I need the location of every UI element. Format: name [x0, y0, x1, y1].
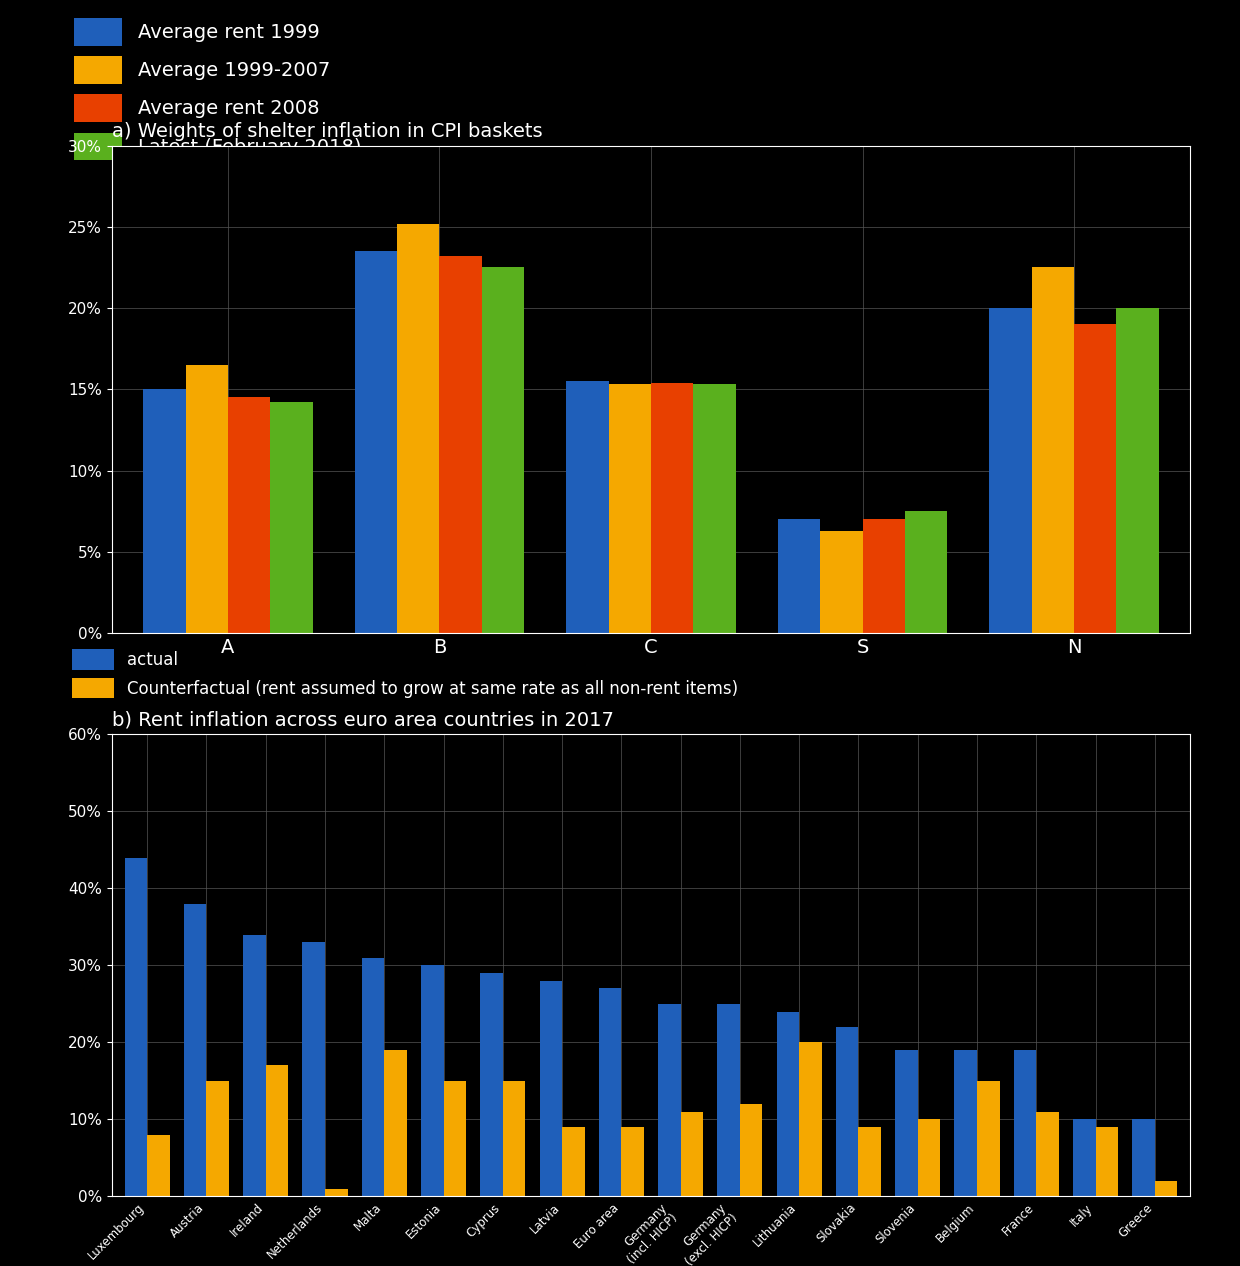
Bar — [362, 957, 384, 1196]
Legend: actual, Counterfactual (rent assumed to grow at same rate as all non-rent items): actual, Counterfactual (rent assumed to … — [71, 648, 740, 700]
Bar — [820, 530, 863, 633]
Bar — [681, 1112, 703, 1196]
Bar — [265, 1066, 288, 1196]
Bar — [562, 1127, 584, 1196]
Bar — [148, 1134, 170, 1196]
Bar — [539, 981, 562, 1196]
Bar — [836, 1027, 858, 1196]
Text: a) Weights of shelter inflation in CPI baskets: a) Weights of shelter inflation in CPI b… — [112, 123, 542, 142]
Bar — [243, 934, 265, 1196]
Bar — [1074, 324, 1116, 633]
Bar — [955, 1050, 977, 1196]
Bar — [397, 224, 439, 633]
Bar — [621, 1127, 644, 1196]
Bar — [658, 1004, 681, 1196]
Bar — [186, 365, 228, 633]
Bar — [355, 251, 397, 633]
Bar — [480, 974, 502, 1196]
Bar — [422, 965, 444, 1196]
Bar — [990, 308, 1032, 633]
Legend: Average rent 1999, Average 1999-2007, Average rent 2008, Latest (February 2018): Average rent 1999, Average 1999-2007, Av… — [72, 16, 363, 162]
Bar — [977, 1081, 999, 1196]
Bar — [740, 1104, 763, 1196]
Bar — [776, 1012, 800, 1196]
Bar — [651, 382, 693, 633]
Bar — [863, 519, 905, 633]
Bar — [125, 857, 148, 1196]
Text: b) Rent inflation across euro area countries in 2017: b) Rent inflation across euro area count… — [112, 711, 614, 730]
Bar — [1096, 1127, 1118, 1196]
Bar — [693, 385, 735, 633]
Bar — [1073, 1119, 1096, 1196]
Bar — [206, 1081, 229, 1196]
Bar — [858, 1127, 880, 1196]
Bar — [384, 1050, 407, 1196]
Bar — [718, 1004, 740, 1196]
Bar — [1032, 267, 1074, 633]
Bar — [905, 511, 947, 633]
Bar — [777, 519, 820, 633]
Bar — [1014, 1050, 1037, 1196]
Bar — [1037, 1112, 1059, 1196]
Bar — [270, 403, 312, 633]
Bar — [482, 267, 525, 633]
Bar — [144, 390, 186, 633]
Bar — [599, 989, 621, 1196]
Bar — [325, 1189, 347, 1196]
Bar — [895, 1050, 918, 1196]
Bar — [1154, 1181, 1177, 1196]
Bar — [567, 381, 609, 633]
Bar — [228, 398, 270, 633]
Bar — [184, 904, 206, 1196]
Bar — [1132, 1119, 1154, 1196]
Bar — [444, 1081, 466, 1196]
Bar — [439, 256, 482, 633]
Bar — [609, 385, 651, 633]
Bar — [502, 1081, 526, 1196]
Bar — [303, 942, 325, 1196]
Bar — [918, 1119, 940, 1196]
Bar — [1116, 308, 1158, 633]
Bar — [800, 1042, 822, 1196]
